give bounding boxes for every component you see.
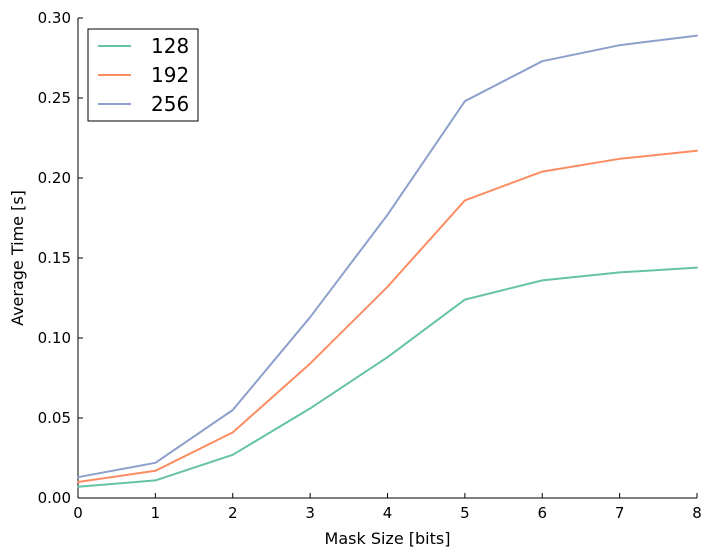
x-tick-label: 6 <box>537 504 547 522</box>
series-lines <box>77 34 698 488</box>
x-tick-label: 4 <box>383 504 393 522</box>
y-tick-label: 0.20 <box>38 169 71 187</box>
x-tick-label: 1 <box>151 504 161 522</box>
series-line-256 <box>77 34 698 479</box>
x-tick-label: 2 <box>228 504 238 522</box>
x-axis-label: Mask Size [bits] <box>325 529 451 548</box>
legend-label-256: 256 <box>151 92 189 116</box>
x-tick-label: 8 <box>692 504 702 522</box>
y-tick-label: 0.00 <box>38 489 71 507</box>
y-ticks: 0.00 0.05 0.10 0.15 0.20 0.25 0.30 <box>38 9 83 507</box>
x-tick-label: 3 <box>305 504 315 522</box>
x-tick-label: 0 <box>73 504 83 522</box>
x-tick-label: 7 <box>615 504 625 522</box>
y-tick-label: 0.30 <box>38 9 71 27</box>
y-tick-label: 0.10 <box>38 329 71 347</box>
y-tick-label: 0.25 <box>38 89 71 107</box>
legend-label-128: 128 <box>151 34 189 58</box>
y-tick-label: 0.15 <box>38 249 71 267</box>
y-axis-label: Average Time [s] <box>8 190 27 326</box>
x-ticks: 0 1 2 3 4 5 6 7 8 <box>73 493 702 522</box>
legend-label-192: 192 <box>151 63 189 87</box>
series-line-192 <box>77 149 698 483</box>
x-tick-label: 5 <box>460 504 470 522</box>
legend: 128 192 256 <box>87 28 199 122</box>
y-tick-label: 0.05 <box>38 409 71 427</box>
series-line-128 <box>77 266 698 488</box>
